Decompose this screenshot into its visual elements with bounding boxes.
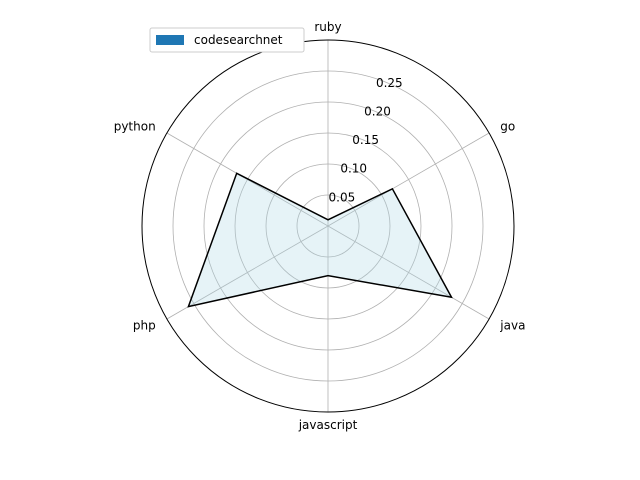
- radial-tick-labels: 0.05 0.10 0.15 0.20 0.25: [329, 76, 403, 205]
- legend-frame: [149, 27, 305, 53]
- r-tick-label-4: 0.20: [364, 104, 391, 118]
- spoke-go: [327, 132, 490, 227]
- category-label-python: python: [114, 120, 156, 134]
- category-labels: ruby go java javascript php python: [114, 20, 526, 432]
- spoke-php: [166, 225, 329, 320]
- series-area-layer: [187, 172, 453, 308]
- legend-swatch: [156, 35, 184, 45]
- r-tick-label-2: 0.10: [340, 162, 367, 176]
- r-tick-label-3: 0.15: [352, 133, 379, 147]
- category-label-go: go: [500, 120, 515, 134]
- series-area-fill: [188, 173, 452, 307]
- r-tick-label-5: 0.25: [376, 76, 403, 90]
- legend: codesearchnet: [149, 27, 305, 53]
- category-label-php: php: [133, 319, 156, 333]
- legend-label: codesearchnet: [194, 33, 283, 47]
- grid-layer: [166, 40, 490, 412]
- category-label-java: java: [499, 319, 525, 333]
- spoke-java: [327, 225, 490, 320]
- category-label-javascript: javascript: [298, 418, 358, 432]
- r-tick-label-1: 0.05: [329, 190, 356, 204]
- outer-frame-circle: [141, 39, 515, 413]
- series-line: [187, 172, 453, 308]
- category-label-ruby: ruby: [314, 20, 341, 34]
